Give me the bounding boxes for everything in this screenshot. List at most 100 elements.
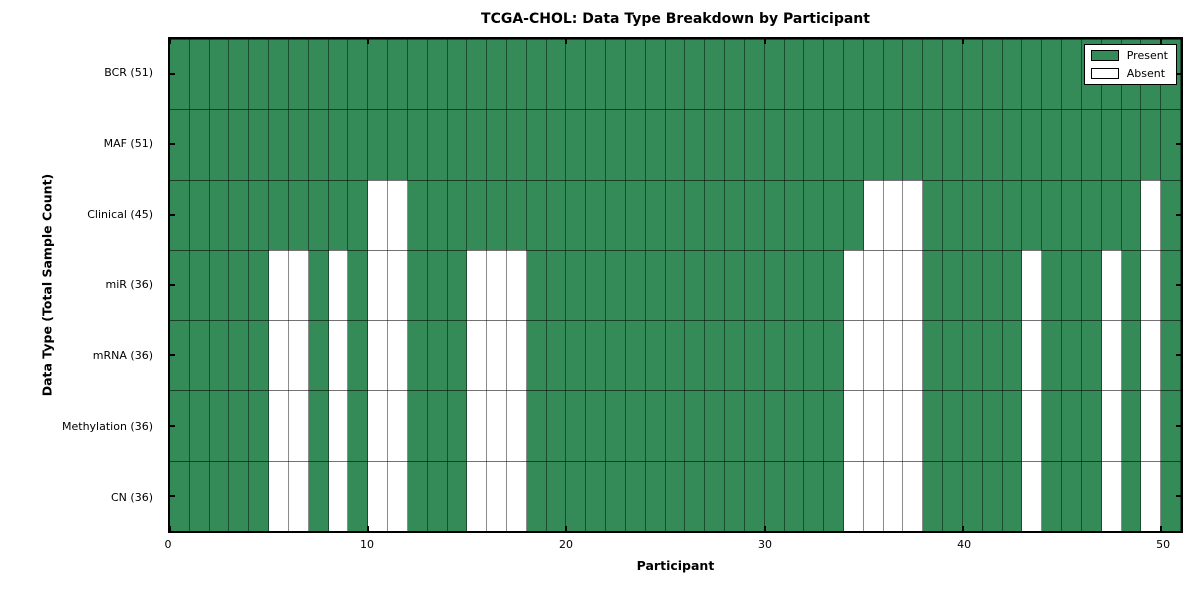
heatmap-cell (1121, 390, 1142, 461)
heatmap-cell (1101, 179, 1122, 250)
heatmap-cell (467, 320, 488, 391)
heatmap-cell (962, 39, 983, 110)
heatmap-cell (1141, 249, 1162, 321)
heatmap-cell (804, 39, 825, 110)
heatmap-cell (586, 320, 607, 391)
heatmap-cell (388, 249, 408, 321)
heatmap-cell (249, 179, 270, 250)
y-tick-label: Clinical (45) (87, 207, 153, 221)
heatmap-cell (705, 390, 726, 461)
heatmap-cell (328, 249, 349, 321)
heatmap-cell (645, 39, 666, 110)
axis-tick (170, 73, 175, 76)
legend-label-present: Present (1126, 49, 1168, 62)
heatmap-cell (368, 460, 389, 531)
heatmap-cell (467, 390, 488, 461)
axis-tick (1176, 73, 1181, 76)
x-tick-label: 10 (360, 538, 375, 551)
legend: Present Absent (1083, 44, 1177, 85)
heatmap-cell (1062, 460, 1082, 531)
heatmap-cell (685, 320, 706, 391)
heatmap-cell (1002, 39, 1023, 110)
axis-tick (565, 39, 568, 44)
heatmap-cell (804, 109, 825, 180)
heatmap-cell (447, 39, 468, 110)
heatmap-cell (249, 460, 270, 531)
heatmap-cell (764, 390, 785, 461)
heatmap-cell (725, 460, 745, 531)
heatmap-cell (348, 179, 369, 250)
heatmap-cell (962, 249, 983, 321)
axis-tick (1176, 143, 1181, 146)
heatmap-cell (1081, 249, 1102, 321)
heatmap-cell (328, 179, 349, 250)
heatmap-cell (606, 320, 626, 391)
heatmap-cell (526, 249, 547, 321)
heatmap-cell (170, 460, 190, 531)
heatmap-cell (784, 39, 805, 110)
heatmap-cell (625, 460, 646, 531)
y-tick-label: CN (36) (111, 491, 153, 505)
heatmap-cell (804, 320, 825, 391)
heatmap-cell (388, 320, 408, 391)
heatmap-cell (467, 460, 488, 531)
heatmap-cell (566, 249, 587, 321)
axis-tick (565, 526, 568, 531)
heatmap-cell (824, 320, 844, 391)
heatmap-cell (1121, 249, 1142, 321)
heatmap-cell (943, 179, 963, 250)
heatmap-cell (427, 460, 448, 531)
legend-item-absent: Absent (1090, 67, 1168, 80)
heatmap-cell (863, 390, 884, 461)
heatmap-cell (368, 249, 389, 321)
heatmap-cell (209, 320, 230, 391)
heatmap-cell (744, 109, 765, 180)
heatmap-cell (467, 179, 488, 250)
heatmap-cell (863, 460, 884, 531)
heatmap-cell (1002, 460, 1023, 531)
x-tick-label: 20 (559, 538, 574, 551)
heatmap-cell (487, 460, 507, 531)
heatmap-cell (507, 109, 527, 180)
heatmap-cell (606, 460, 626, 531)
heatmap-cell (348, 390, 369, 461)
heatmap-cell (308, 179, 329, 250)
heatmap-cell (606, 249, 626, 321)
heatmap-cell (368, 109, 389, 180)
heatmap-cell (507, 179, 527, 250)
heatmap-cell (526, 320, 547, 391)
y-tick-label: mRNA (36) (92, 349, 153, 363)
heatmap-cell (546, 179, 567, 250)
heatmap-cell (844, 109, 864, 180)
axis-tick (1176, 494, 1181, 497)
heatmap-cell (1161, 390, 1181, 461)
heatmap-cell (308, 320, 329, 391)
heatmap-cell (982, 460, 1003, 531)
heatmap-cell (427, 109, 448, 180)
heatmap-cell (606, 109, 626, 180)
heatmap-cell (606, 39, 626, 110)
heatmap-grid (170, 39, 1181, 531)
heatmap-cell (170, 179, 190, 250)
heatmap-cell (962, 109, 983, 180)
x-tick-label: 30 (758, 538, 773, 551)
heatmap-cell (288, 390, 309, 461)
heatmap-cell (526, 109, 547, 180)
heatmap-cell (923, 39, 944, 110)
heatmap-cell (1062, 179, 1082, 250)
heatmap-cell (943, 249, 963, 321)
heatmap-cell (685, 39, 706, 110)
heatmap-cell (705, 179, 726, 250)
heatmap-cell (546, 320, 567, 391)
heatmap-cell (923, 390, 944, 461)
heatmap-cell (923, 320, 944, 391)
heatmap-cell (566, 460, 587, 531)
axis-tick (170, 213, 175, 216)
axis-tick (1176, 424, 1181, 427)
heatmap-cell (725, 109, 745, 180)
heatmap-cell (328, 109, 349, 180)
heatmap-cell (824, 249, 844, 321)
heatmap-cell (863, 249, 884, 321)
heatmap-cell (170, 390, 190, 461)
heatmap-cell (923, 460, 944, 531)
